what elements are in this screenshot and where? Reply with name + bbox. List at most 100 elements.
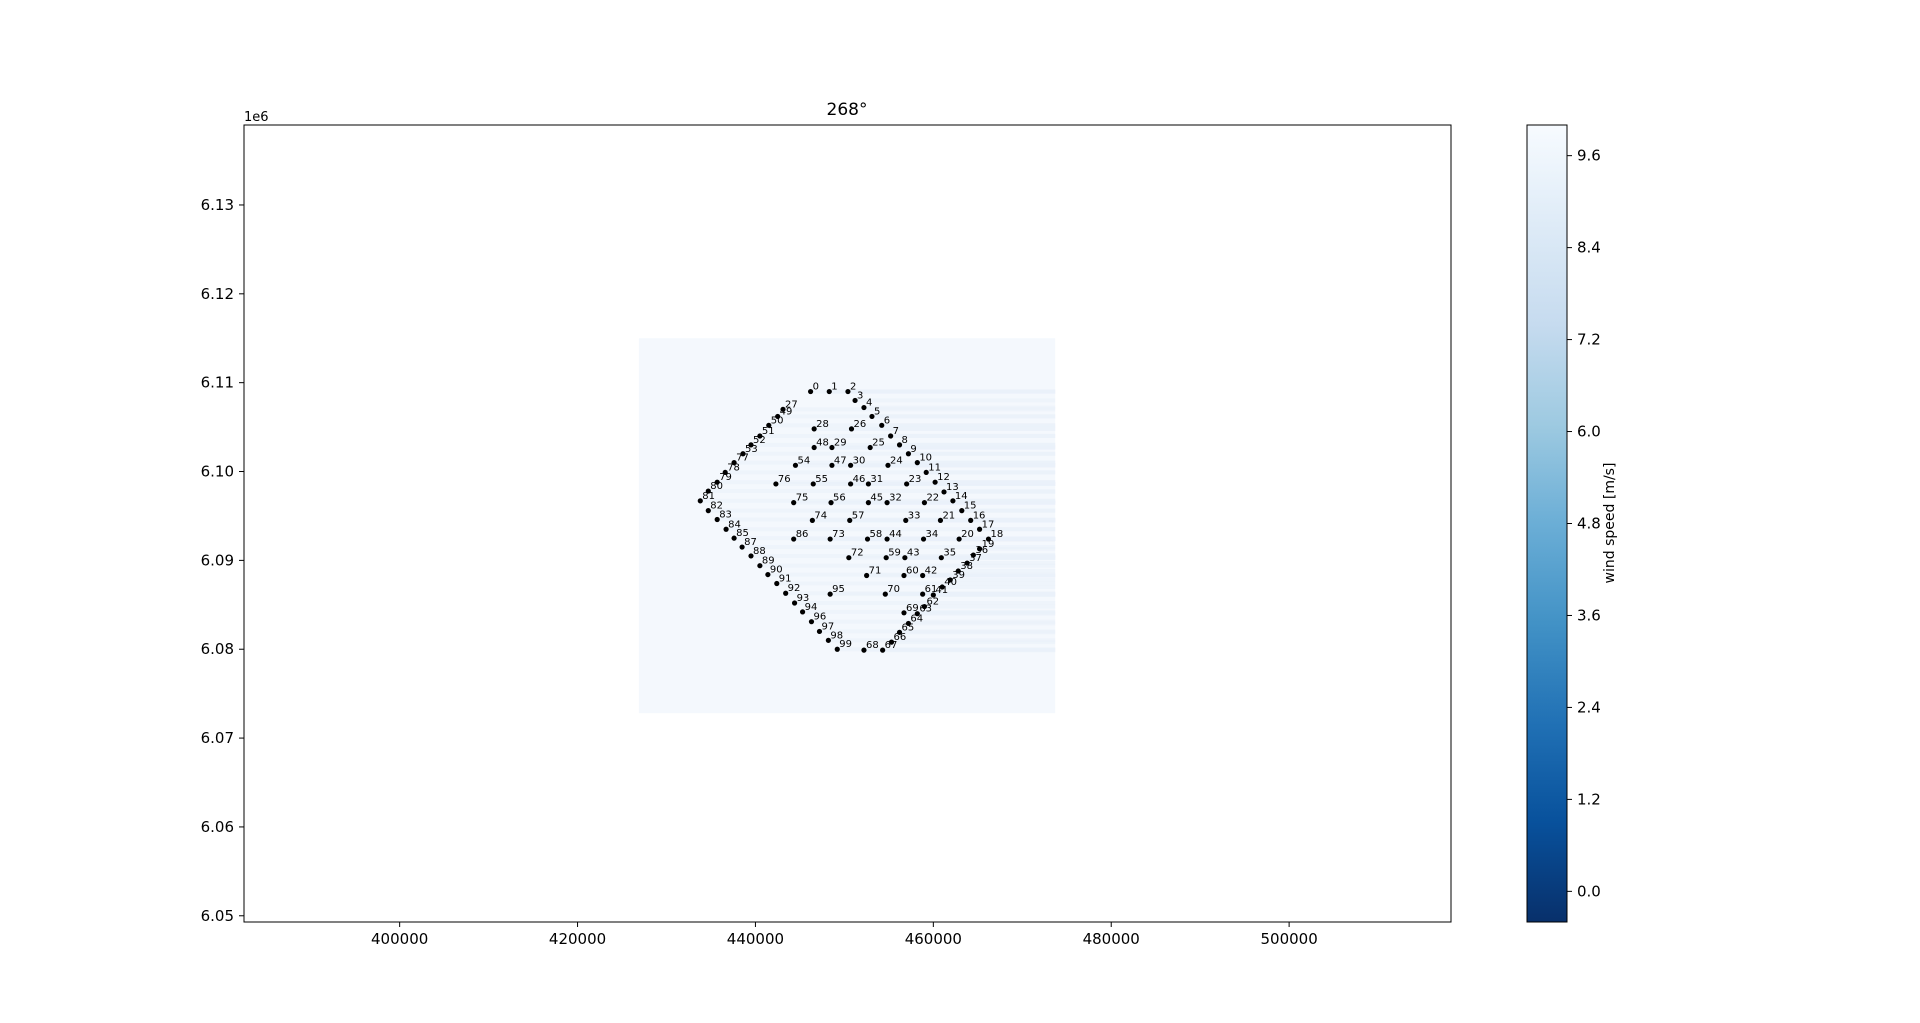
turbine-label: 22 xyxy=(926,493,939,504)
turbine-label: 15 xyxy=(964,501,977,512)
turbine-wake xyxy=(708,489,1056,494)
turbine-point xyxy=(792,462,799,468)
turbine-point xyxy=(808,619,815,625)
turbine-label: 21 xyxy=(942,510,955,521)
turbine-point xyxy=(705,508,711,514)
turbine-point xyxy=(827,536,833,542)
turbine-label: 75 xyxy=(796,493,809,504)
turbine-wake xyxy=(759,433,1056,438)
turbine-point xyxy=(970,552,976,558)
turbine-point xyxy=(882,591,888,597)
turbine-label: 74 xyxy=(814,510,827,521)
turbine-point xyxy=(903,517,909,523)
turbine-wake xyxy=(742,545,1056,550)
turbine-point xyxy=(938,555,944,561)
flow-field xyxy=(638,338,1056,714)
turbine-label: 68 xyxy=(866,640,879,651)
turbine-wake xyxy=(768,423,1056,428)
turbine-label: 35 xyxy=(943,548,956,559)
turbine-point xyxy=(920,536,927,542)
turbine-label: 85 xyxy=(736,528,749,539)
turbine-point xyxy=(757,433,763,439)
turbine-label: 61 xyxy=(925,584,938,595)
turbine-point xyxy=(941,489,947,495)
turbine-label: 7 xyxy=(893,426,899,437)
turbine-point xyxy=(828,500,834,506)
turbine-label: 29 xyxy=(834,438,847,449)
turbine-wake xyxy=(734,460,1056,465)
turbine-point xyxy=(825,637,831,643)
turbine-label: 76 xyxy=(778,474,791,485)
turbine-point xyxy=(811,426,817,432)
turbine-wake xyxy=(811,619,1056,624)
colorbar-tick-label: 7.2 xyxy=(1577,331,1601,349)
turbine-wake xyxy=(837,647,1056,652)
turbine-point xyxy=(765,571,771,578)
turbine-point xyxy=(861,647,867,653)
turbine-wake xyxy=(802,609,1056,614)
chart-title: 268° xyxy=(827,100,868,120)
turbine-point xyxy=(739,544,745,550)
turbine-point xyxy=(775,413,781,420)
turbine-point xyxy=(748,553,754,559)
turbine-point xyxy=(921,500,928,506)
x-tick-label: 440000 xyxy=(727,930,784,948)
turbine-label: 47 xyxy=(834,455,847,466)
turbine-label: 98 xyxy=(830,630,843,641)
x-tick-label: 420000 xyxy=(549,930,606,948)
turbine-label: 17 xyxy=(982,519,995,530)
turbine-wake xyxy=(777,414,1056,419)
turbine-point xyxy=(976,526,983,532)
turbine-point xyxy=(723,526,729,532)
turbine-label: 50 xyxy=(771,415,784,426)
turbine-wake xyxy=(828,638,1056,643)
turbine-wake xyxy=(759,563,1056,568)
turbine-label: 71 xyxy=(869,565,882,576)
turbine-point xyxy=(865,500,872,506)
turbine-label: 73 xyxy=(832,529,845,540)
turbine-point xyxy=(852,397,858,404)
y-tick-label: 6.06 xyxy=(201,818,234,836)
turbine-wake xyxy=(794,601,1056,606)
turbine-point xyxy=(774,580,780,587)
turbine-label: 64 xyxy=(910,613,923,624)
turbine-label: 12 xyxy=(937,472,950,483)
turbine-label: 23 xyxy=(909,474,922,485)
turbine-point xyxy=(773,481,779,487)
turbine-point xyxy=(885,462,891,468)
turbine-label: 65 xyxy=(902,622,915,633)
turbine-point xyxy=(902,555,908,561)
turbine-wake xyxy=(717,517,1056,522)
turbine-point xyxy=(861,404,867,411)
turbine-label: 4 xyxy=(866,398,872,409)
turbine-wake xyxy=(767,572,1056,577)
colorbar-label: wind speed [m/s] xyxy=(1602,463,1618,584)
turbine-wake xyxy=(942,585,1056,590)
colorbar: 0.0 1.2 2.4 3.6 4.8 6.0 7.2 8.4 9.6 wind speed [… xyxy=(1526,124,1618,923)
turbine-label: 24 xyxy=(890,455,903,466)
turbine-wake xyxy=(950,577,1056,582)
turbine-label: 90 xyxy=(770,565,783,576)
turbine-point xyxy=(807,388,814,395)
turbine-label: 18 xyxy=(990,529,1003,540)
turbine-point xyxy=(959,508,965,514)
turbine-point xyxy=(914,611,920,617)
turbine-label: 62 xyxy=(926,597,939,608)
turbine-label: 44 xyxy=(889,529,902,540)
turbine-label: 77 xyxy=(736,453,749,464)
turbine-point xyxy=(950,498,956,504)
turbine-label: 57 xyxy=(852,510,865,521)
turbine-point xyxy=(848,426,855,432)
turbine-label: 25 xyxy=(872,438,885,449)
turbine-point xyxy=(848,481,854,487)
y-tick-label: 6.05 xyxy=(201,907,234,925)
turbine-wake xyxy=(924,604,1056,609)
x-tick-label: 480000 xyxy=(1083,930,1140,948)
turbine-wake xyxy=(795,463,1056,468)
turbine-label: 80 xyxy=(710,481,723,492)
turbine-point xyxy=(896,629,903,635)
turbine-label: 8 xyxy=(902,435,908,446)
turbine-point xyxy=(780,406,786,412)
turbine-point xyxy=(968,517,974,523)
turbine-wake xyxy=(819,629,1056,634)
